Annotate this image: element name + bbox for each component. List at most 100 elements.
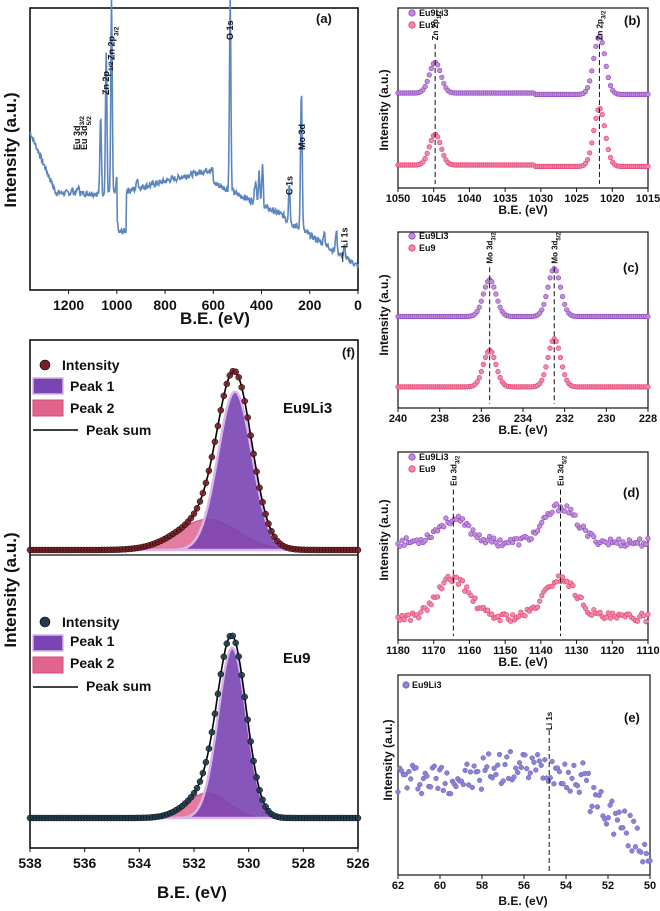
- panel-e-point: [402, 771, 408, 778]
- panel-c-eu9li3-point: [495, 298, 501, 304]
- panel-d-eu9li3-point: [528, 536, 534, 542]
- panel-e-point: [585, 770, 592, 777]
- panel-c-eu9-point: [497, 375, 503, 381]
- panel-d-eu9li3-point: [564, 503, 570, 509]
- panel-f-bot-intensity-point: [199, 769, 207, 777]
- panel-d-eu9-point: [634, 618, 641, 624]
- panel-f-bot-legend-4: Peak sum: [86, 678, 151, 694]
- panel-e-point: [466, 782, 472, 788]
- panel-c-eu9li3-point: [645, 313, 651, 320]
- panel-e-point: [631, 818, 637, 824]
- panel-e-point: [496, 751, 503, 758]
- panel-e-point: [415, 786, 421, 792]
- panel-b-xtick-label-4: 1030: [529, 193, 553, 205]
- panel-f-top-intensity-point: [190, 510, 198, 517]
- panel-e-point: [603, 821, 610, 827]
- panel-e-point: [418, 790, 425, 797]
- panel-e-point: [594, 804, 601, 810]
- panel-d-eu9li3-point: [468, 531, 474, 537]
- panel-e-point: [438, 764, 445, 771]
- panel-f-top-legend-marker-2: [32, 377, 64, 395]
- panel-e-point: [614, 817, 621, 823]
- panel-d-eu9-point: [460, 577, 466, 584]
- panel-f-bot-intensity-point: [259, 796, 266, 804]
- panel-c-eu9li3-point: [543, 293, 549, 300]
- panel-d-eu9-point: [509, 612, 516, 618]
- panel-e-xtick-label-5: 52: [602, 880, 614, 892]
- panel-a-annotation-5: C 1s: [284, 176, 294, 195]
- panel-b-eu9li3-point: [645, 91, 651, 97]
- panel-d-eu9-point: [407, 617, 414, 623]
- panel-d-eu9li3-point: [491, 535, 497, 541]
- panel-e-point: [574, 783, 581, 789]
- panel-d-eu9-point: [418, 609, 424, 615]
- panel-d-eu9li3-point: [497, 537, 503, 543]
- panel-b-eu9-point: [593, 115, 599, 121]
- panel-d-xlabel: B.E. (eV): [498, 655, 547, 669]
- panel-b-eu9li3-point: [424, 78, 430, 84]
- panel-f-bot-intensity-point: [247, 738, 254, 745]
- panel-d-eu9-point: [439, 586, 445, 592]
- panel-a-frame: [29, 7, 359, 291]
- panel-e-point: [495, 762, 501, 768]
- panel-d-eu9li3-point: [397, 543, 403, 549]
- panel-e-point: [395, 789, 401, 795]
- panel-d-eu9li3-point: [643, 541, 649, 548]
- panel-f-xtick-label-3: 532: [182, 855, 206, 871]
- panel-b-eu9-point: [607, 154, 614, 161]
- panel-f-xtick-label-1: 536: [73, 855, 97, 871]
- panel-f-top-intensity-point: [232, 368, 239, 376]
- panel-f-ylabel: Intensity (a.u.): [1, 532, 20, 647]
- panel-e-point: [475, 768, 481, 775]
- panel-e-point: [489, 775, 495, 781]
- panel-b-eu9-point: [441, 152, 447, 158]
- panel-b-eu9li3-point: [435, 62, 441, 68]
- panel-c-eu9li3-point: [491, 284, 497, 290]
- panel-d-eu9li3-point: [582, 527, 589, 533]
- panel-e-point: [563, 784, 570, 791]
- panel-a-annotation-1: Eu 3d5/2: [79, 116, 93, 150]
- panel-d-eu9-point: [495, 613, 501, 619]
- panel-a-xtick-label-5: 200: [298, 297, 322, 313]
- panel-f-top-intensity-point: [211, 438, 219, 446]
- panel-f-bot-intensity-point: [232, 639, 239, 647]
- panel-c-eu9li3-point: [497, 304, 503, 310]
- panel-b-eu9li3-point: [587, 78, 593, 84]
- panel-c-eu9-point: [493, 361, 499, 368]
- panel-a-annotation-4: O 1s: [225, 20, 235, 40]
- panel-d-eu9-point: [559, 574, 566, 580]
- panel-d-xtick-label-5: 1130: [565, 645, 589, 657]
- panel-e-point: [464, 761, 470, 767]
- panel-f-top-intensity-point: [250, 450, 257, 458]
- panel-c-eu9-point: [645, 384, 651, 390]
- panel-c-xtick-label-0: 240: [389, 413, 407, 425]
- panel-f-xlabel: B.E. (eV): [157, 883, 227, 902]
- panel-d-legend-1: Eu9Li3: [419, 452, 449, 462]
- panel-e-point: [444, 770, 450, 776]
- panel-b-xtick-label-0: 1050: [386, 193, 410, 205]
- panel-f-top-intensity-point: [208, 453, 216, 461]
- panel-b-eu9li3-point: [593, 43, 599, 49]
- panel-e-point: [460, 781, 466, 788]
- panel-e-point: [542, 757, 548, 763]
- panel-d-eu9-point: [435, 594, 441, 600]
- panel-b-peak-label-0: Zn 2p1/2: [431, 10, 443, 40]
- panel-f-top-intensity-point: [238, 384, 245, 391]
- panel-d-eu9li3-point: [466, 523, 472, 529]
- panel-b-xlabel: B.E. (eV): [498, 203, 547, 217]
- panel-d-ylabel: Intensity (a.u.): [377, 499, 391, 580]
- panel-f-top-intensity-point: [253, 468, 260, 475]
- panel-d-legend-marker-2: [408, 465, 416, 473]
- panel-d-eu9-point: [503, 612, 509, 618]
- panel-f-label: (f): [342, 345, 355, 360]
- panel-e-point: [629, 848, 635, 854]
- panel-c-xtick-label-2: 236: [472, 413, 490, 425]
- panel-a-annotation-6: Mo 3d: [297, 124, 307, 150]
- panel-c-legend-1: Eu9Li3: [419, 231, 449, 241]
- panel-f-xtick-label-4: 530: [237, 855, 261, 871]
- panel-e-point: [500, 778, 506, 784]
- panel-e-point: [493, 771, 499, 778]
- panel-d-legend-2: Eu9: [419, 464, 436, 474]
- panel-e-point: [556, 769, 563, 775]
